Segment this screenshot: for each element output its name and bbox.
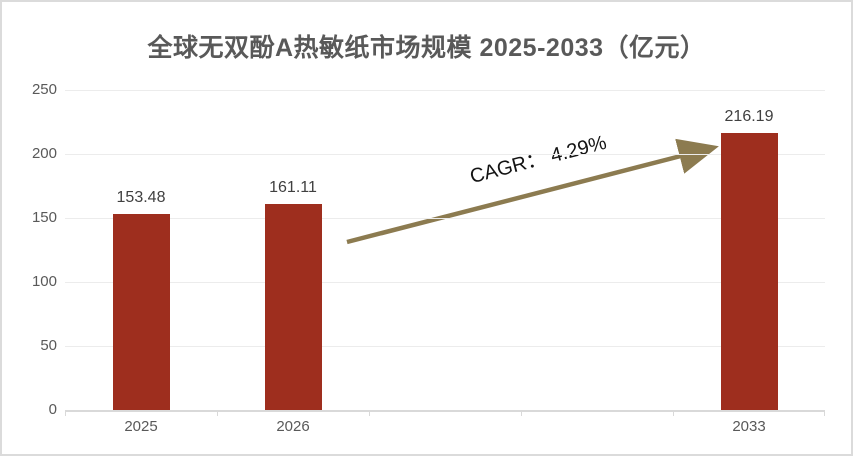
cagr-arrow-line	[346, 138, 719, 245]
y-axis-tick-label: 50	[40, 337, 57, 354]
plot-area: CAGR： 4.29% 153.48 161.11 216.19	[65, 90, 825, 416]
y-axis-tick-label: 150	[31, 209, 57, 226]
x-axis-tick	[217, 410, 218, 416]
bar-2033	[720, 133, 778, 410]
gridline	[65, 218, 825, 219]
x-axis-category-label: 2033	[732, 418, 766, 435]
y-axis-tick-label: 0	[48, 401, 57, 418]
y-axis-tick-label: 200	[31, 145, 57, 162]
y-axis-tick-label: 100	[31, 273, 57, 290]
x-axis-tick	[824, 410, 825, 416]
bar-value-label: 161.11	[269, 178, 317, 196]
gridline	[65, 154, 825, 155]
bar-value-label: 216.19	[724, 108, 774, 126]
x-axis-tick	[521, 410, 522, 416]
chart-title: 全球无双酚A热敏纸市场规模 2025-2033（亿元）	[147, 34, 706, 62]
x-axis-tick	[673, 410, 674, 416]
y-axis-tick-label: 250	[31, 81, 57, 98]
bar-value-label: 153.48	[116, 188, 166, 206]
x-axis-category-label: 2026	[276, 418, 310, 435]
cagr-trend-arrow	[346, 138, 719, 245]
gridline	[65, 346, 825, 347]
gridline	[65, 90, 825, 91]
x-axis-tick	[369, 410, 370, 416]
bar-2025	[112, 213, 170, 410]
bar-2026	[264, 203, 322, 410]
x-axis-category-label: 2025	[124, 418, 158, 435]
x-axis-tick	[65, 410, 66, 416]
gridline	[65, 282, 825, 283]
